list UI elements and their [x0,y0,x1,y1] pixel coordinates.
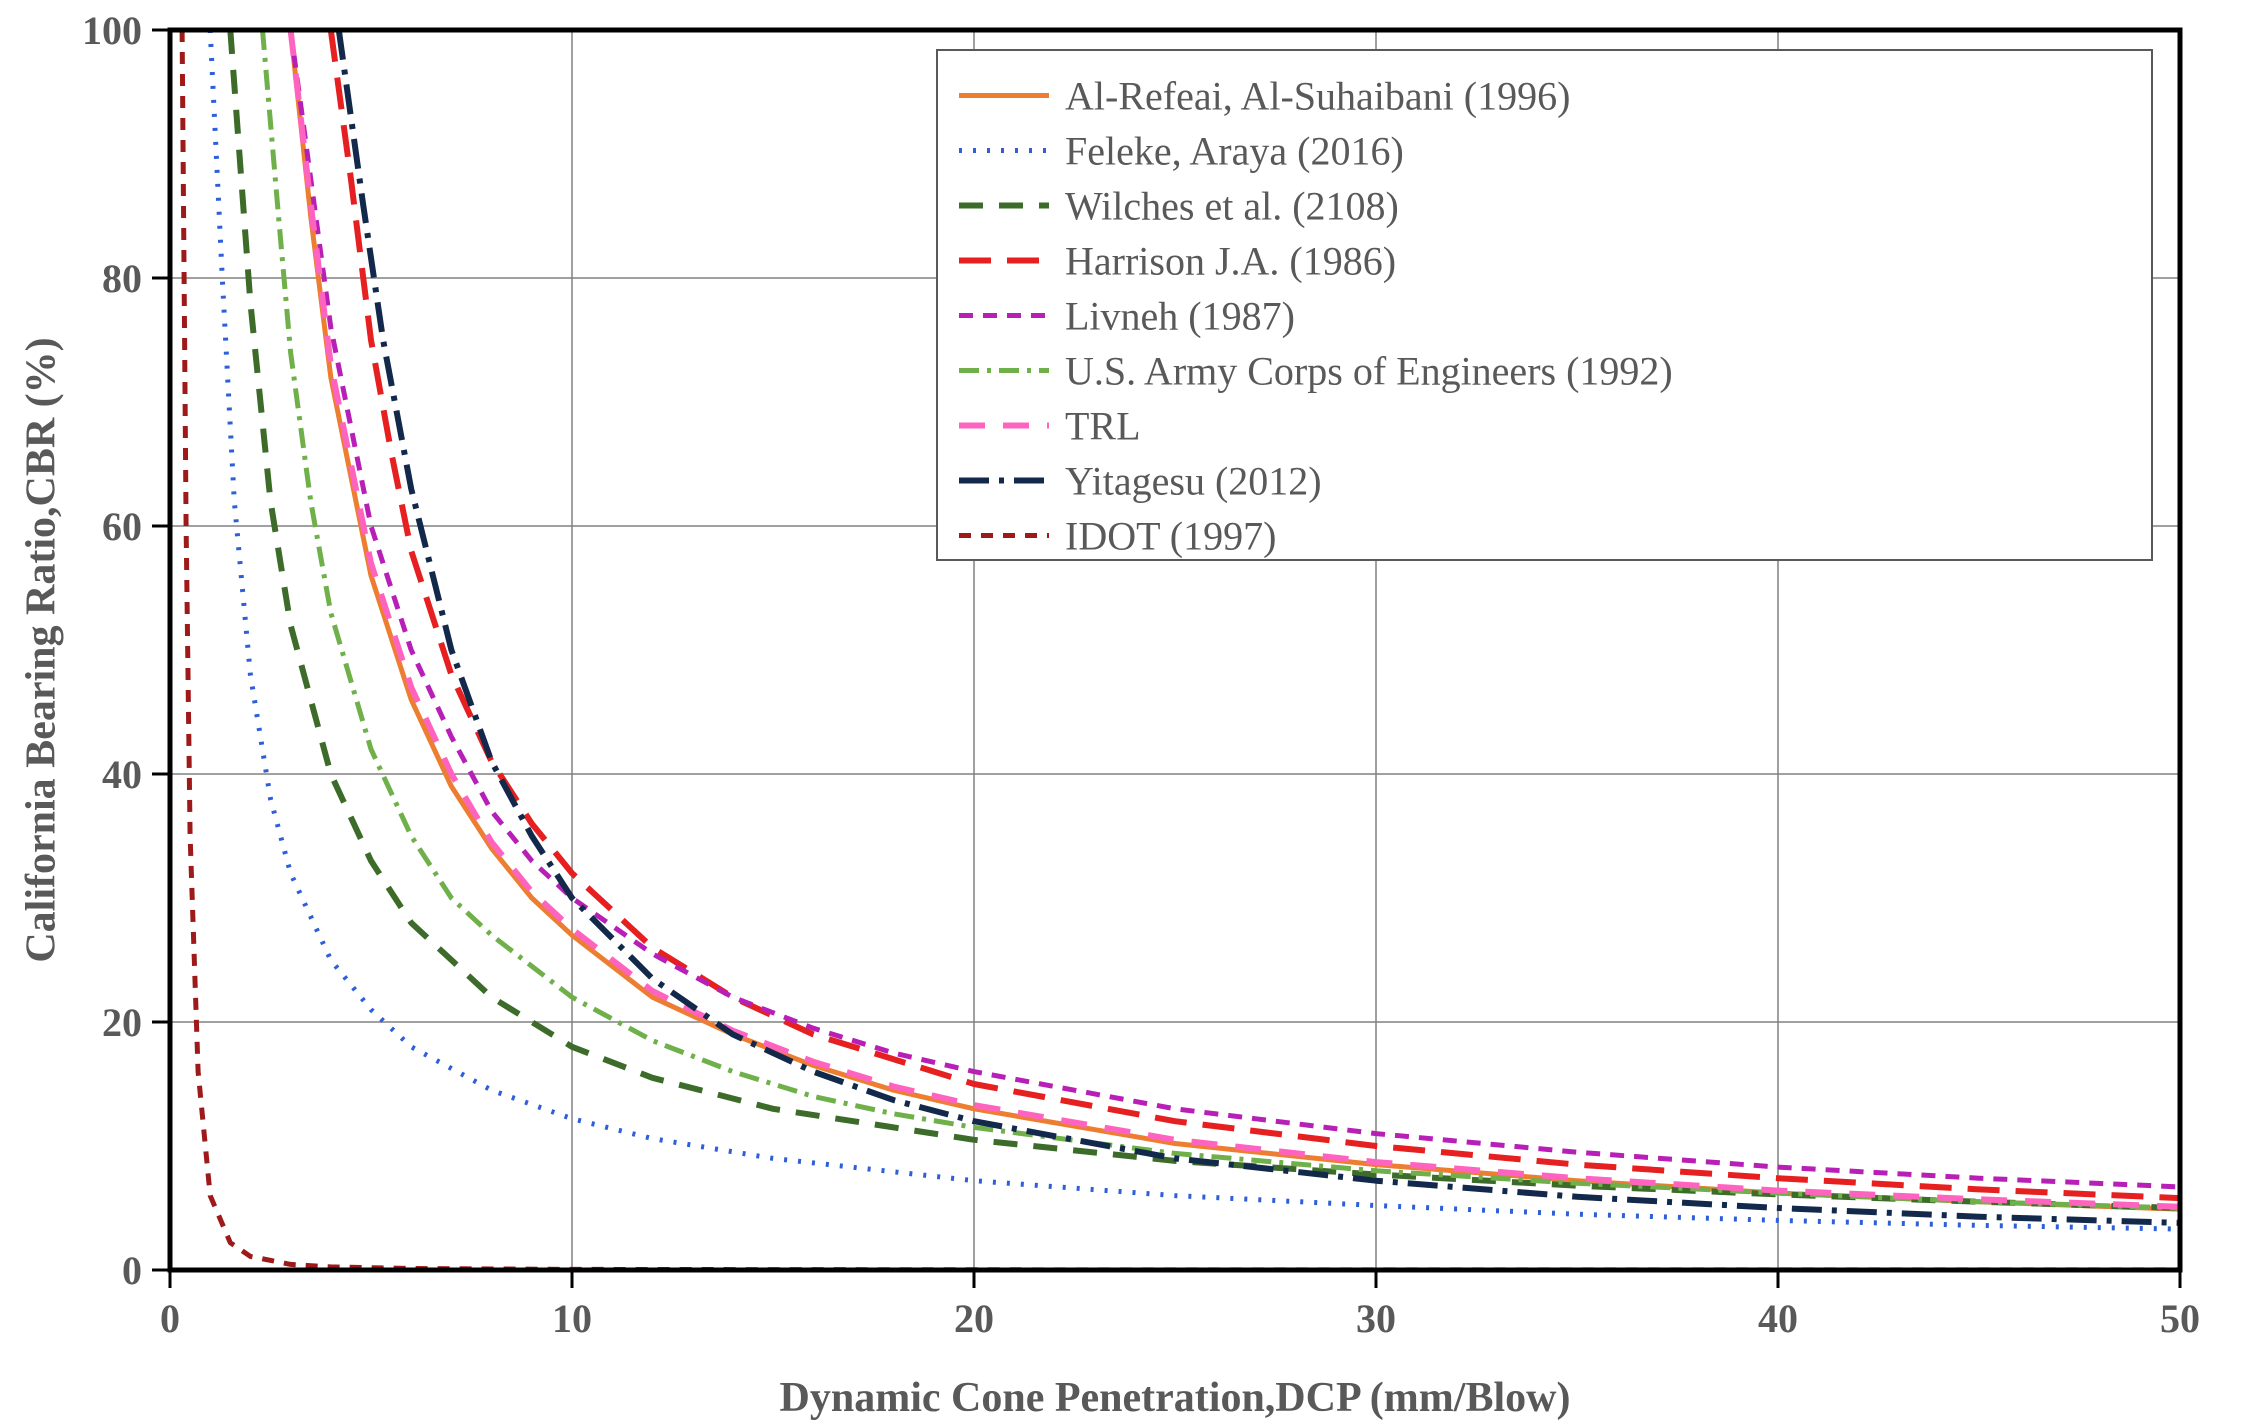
legend-label-livneh: Livneh (1987) [1065,294,1295,339]
legend-label-al_refeai: Al-Refeai, Al-Suhaibani (1996) [1065,74,1570,119]
y-tick-label: 60 [102,504,142,549]
y-tick-label: 0 [122,1248,142,1293]
x-tick-label: 0 [160,1296,180,1341]
x-tick-label: 20 [954,1296,994,1341]
legend-label-idot: IDOT (1997) [1065,514,1276,559]
chart-svg: 0 10 20 30 40 50 0 20 40 60 80 100 Al-Refeai, Al-Suh… [0,0,2243,1428]
y-tick-label: 100 [82,8,142,53]
legend-label-usace: U.S. Army Corps of Engineers (1992) [1065,349,1673,394]
x-tick-label: 30 [1356,1296,1396,1341]
x-tick-label: 10 [552,1296,592,1341]
y-tick-label: 80 [102,256,142,301]
x-tick-label: 50 [2160,1296,2200,1341]
legend-label-feleke: Feleke, Araya (2016) [1065,129,1404,174]
y-tick-label: 40 [102,752,142,797]
legend-label-harrison: Harrison J.A. (1986) [1065,239,1396,284]
y-axis-label: California Bearing Ratio,CBR (%) [17,337,65,962]
y-tick-label: 20 [102,1000,142,1045]
legend-label-wilches: Wilches et al. (2108) [1065,184,1399,229]
legend-label-yitagesu: Yitagesu (2012) [1065,459,1322,504]
chart-container: California Bearing Ratio,CBR (%) 0 10 20 30… [0,0,2243,1428]
x-axis-label: Dynamic Cone Penetration,DCP (mm/Blow) [780,1374,1571,1422]
legend: Al-Refeai, Al-Suhaibani (1996) Feleke, Ar… [937,50,2152,560]
legend-label-trl: TRL [1065,404,1141,449]
x-tick-label: 40 [1758,1296,1798,1341]
